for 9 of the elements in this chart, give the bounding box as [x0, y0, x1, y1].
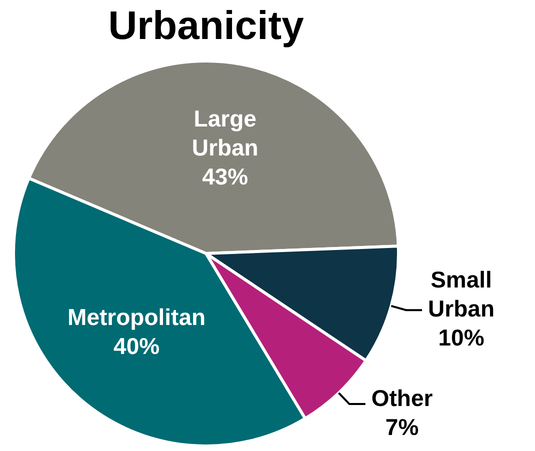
- data-label: 7%: [385, 414, 419, 440]
- data-label: 43%: [202, 164, 248, 190]
- data-label: 40%: [114, 333, 160, 360]
- data-label: 10%: [438, 324, 484, 350]
- slice-label: Large Urban: [192, 106, 258, 161]
- slice-label: Other: [371, 384, 433, 411]
- slice-label: Metropolitan: [68, 304, 206, 330]
- slice-label: Small Urban: [428, 266, 494, 322]
- chart-title: Urbanicity: [108, 4, 305, 48]
